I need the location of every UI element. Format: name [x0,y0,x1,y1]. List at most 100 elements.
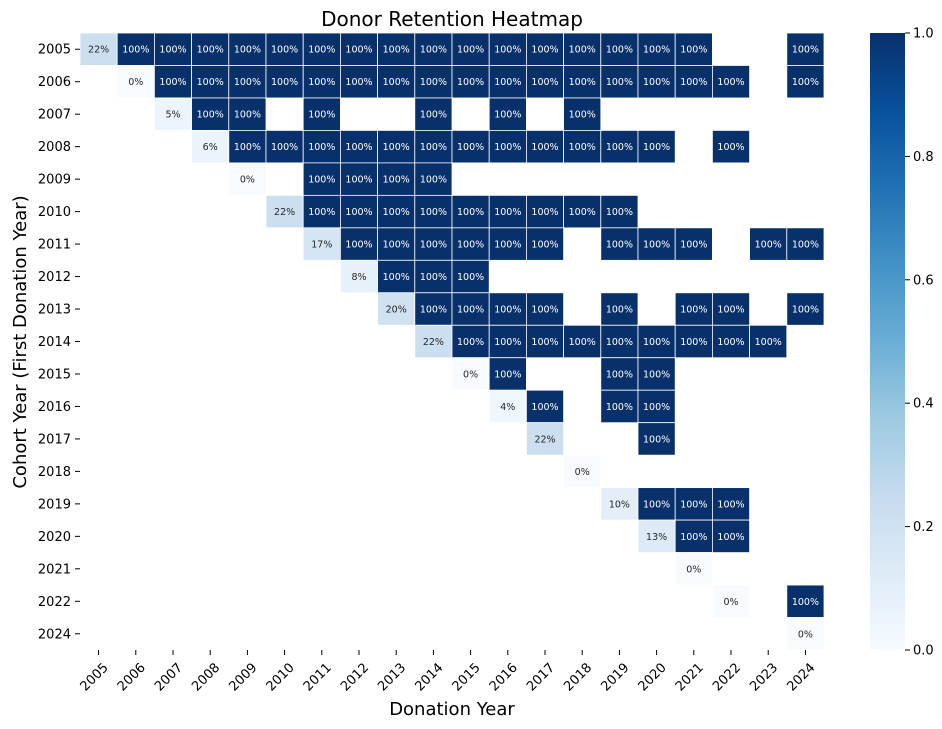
heatmap-cell [600,130,639,164]
heatmap-cell [600,487,639,521]
cell-value-label: 100% [234,45,261,56]
heatmap-cell [488,97,527,131]
cell-value-label: 100% [606,77,633,88]
cell-value-label: 100% [606,402,633,413]
y-tick-label: 2008 [38,140,71,155]
cell-value-label: 100% [606,240,633,251]
cell-value-label: 22% [534,434,555,445]
heatmap-cell [712,519,751,553]
y-tick-label: 2020 [38,530,71,545]
cell-value-label: 0% [686,564,701,575]
cell-value-label: 100% [383,45,410,56]
heatmap-cell [526,130,565,164]
heatmap-cell [302,130,341,164]
heatmap-cell [637,519,676,553]
heatmap-cell [712,130,751,164]
heatmap-cell [786,227,825,261]
cell-value-label: 22% [88,45,109,56]
heatmap-cell [414,227,453,261]
heatmap-cell [116,65,155,99]
cell-value-label: 100% [420,77,447,88]
y-tick-label: 2017 [38,432,71,447]
cell-value-label: 100% [457,77,484,88]
heatmap-cell [563,65,602,99]
cell-value-label: 100% [643,45,670,56]
heatmap-cell [674,32,713,66]
y-tick-label: 2022 [38,595,71,610]
cell-value-label: 100% [457,142,484,153]
cell-value-label: 100% [606,45,633,56]
heatmap-cell [712,65,751,99]
y-tick-label: 2019 [38,497,71,512]
cell-value-label: 100% [345,240,372,251]
x-axis: 2005 2006 2007 2008 2009 2010 2011 2012 2013 2014… [78,650,818,694]
cell-labels: 22% 100% 100% 100% 100% 100% 100% 100% 100% 100% 1… [88,45,819,641]
colorbar-tick-label: 0.2 [913,520,934,535]
heatmap-cell [339,227,378,261]
heatmap-cell [414,259,453,294]
cell-value-label: 100% [531,77,558,88]
cell-value-label: 100% [569,142,596,153]
cell-value-label: 100% [345,207,372,218]
cell-value-label: 100% [531,45,558,56]
x-axis-label: Donation Year [389,699,515,720]
cell-value-label: 100% [531,240,558,251]
cell-value-label: 100% [531,402,558,413]
heatmap-cell [786,584,825,618]
heatmap-cell [674,65,713,99]
heatmap-cell [786,617,825,651]
cell-value-label: 100% [494,110,521,121]
heatmap-cell [153,65,192,99]
heatmap-cell [414,65,453,99]
heatmap-cell [265,65,304,99]
cell-value-label: 100% [569,207,596,218]
x-tick-label: 2009 [226,660,260,694]
y-tick-label: 2009 [38,173,71,188]
cell-value-label: 100% [457,305,484,316]
heatmap-cell [674,487,713,521]
cell-value-label: 100% [717,499,744,510]
x-tick-label: 2023 [747,660,781,694]
heatmap-cell [414,130,453,164]
cell-value-label: 100% [494,240,521,251]
cell-value-label: 100% [792,240,819,251]
y-axis: 2005 2006 2007 2008 2009 2010 2011 2012 2013 2014… [38,43,80,642]
cell-value-label: 100% [717,532,744,543]
y-tick-label: 2015 [38,367,71,382]
cell-value-label: 100% [457,45,484,56]
cell-value-label: 100% [308,77,335,88]
colorbar: 0.0 0.2 0.4 0.6 0.8 1.0 [870,27,934,659]
x-tick-label: 2024 [784,660,818,694]
heatmap-cell [674,324,713,359]
cell-value-label: 100% [383,142,410,153]
cell-value-label: 100% [457,337,484,348]
heatmap-cell [526,227,565,261]
heatmap-cell [79,32,118,66]
cell-value-label: 100% [345,175,372,186]
cell-value-label: 8% [351,272,366,283]
cell-value-label: 100% [308,175,335,186]
heatmap-cell [674,552,713,586]
colorbar-gradient [870,33,905,650]
y-tick-label: 2011 [38,238,71,253]
cell-value-label: 100% [717,142,744,153]
heatmap-cell [488,194,527,229]
x-tick-label: 2018 [561,660,595,694]
cell-value-label: 100% [383,77,410,88]
heatmap-cells [79,32,825,651]
cell-value-label: 100% [159,77,186,88]
y-tick-label: 2024 [38,627,71,642]
cell-value-label: 100% [792,45,819,56]
heatmap-cell [488,65,527,99]
cell-value-label: 100% [345,142,372,153]
cell-value-label: 100% [643,402,670,413]
cell-value-label: 0% [128,77,143,88]
cell-value-label: 100% [234,77,261,88]
heatmap-cell [712,584,751,618]
cell-value-label: 100% [531,305,558,316]
cell-value-label: 100% [308,45,335,56]
cell-value-label: 100% [197,45,224,56]
cell-value-label: 100% [420,240,447,251]
cell-value-label: 100% [569,45,596,56]
heatmap-cell [377,130,416,164]
